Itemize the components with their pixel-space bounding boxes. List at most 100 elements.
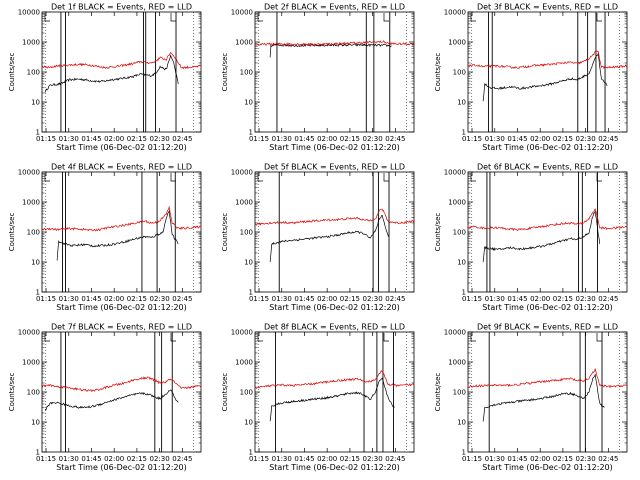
y-tick-label: 1 [36,129,40,137]
x-tick-label: 02:45 [385,455,405,463]
x-tick-label: 02:00 [530,295,550,303]
y-tick-label: 100 [453,69,466,77]
y-tick-label: 100 [27,69,40,77]
chart-title: Det 6f BLACK = Events, RED = LLD [477,163,618,172]
corner-bracket [44,13,50,22]
x-tick-label: 01:30 [272,135,292,143]
x-tick-label: 02:00 [530,455,550,463]
corner-bracket [44,333,50,342]
x-tick-label: 02:15 [340,135,360,143]
x-tick-label: 02:15 [340,295,360,303]
x-tick-label: 02:15 [127,295,147,303]
series-line-lld [41,376,202,393]
y-tick-label: 10000 [18,169,40,177]
x-tick-label: 01:45 [294,135,314,143]
series-line-events [482,52,608,102]
y-tick-label: 1 [462,449,466,457]
y-axis-label: Counts/sec [8,53,16,92]
y-axis-label: Counts/sec [8,213,16,252]
x-tick-label: 01:15 [249,295,269,303]
y-axis-label: Counts/sec [434,53,442,92]
y-tick-label: 1000 [235,199,253,207]
y-tick-label: 10 [31,259,40,267]
series-line-lld [467,208,628,232]
x-axis-label: Start Time (06-Dec-02 01:12:20) [482,463,613,472]
corner-bracket [596,13,602,22]
x-tick-label: 02:30 [150,295,170,303]
x-tick-label: 01:30 [272,295,292,303]
y-axis-label: Counts/sec [434,213,442,252]
series-line-lld [41,51,202,70]
y-tick-label: 100 [27,389,40,397]
y-tick-label: 1000 [22,199,40,207]
x-tick-label: 01:45 [81,455,101,463]
corner-bracket [170,13,176,22]
corner-bracket [383,333,389,342]
y-tick-label: 10000 [444,9,466,17]
y-tick-label: 100 [240,69,253,77]
x-tick-label: 02:15 [127,135,147,143]
x-tick-label: 01:15 [36,295,56,303]
y-tick-label: 10 [457,419,466,427]
y-axis-label: Counts/sec [221,53,229,92]
chart-title: Det 9f BLACK = Events, RED = LLD [477,323,618,332]
chart-title: Det 1f BLACK = Events, RED = LLD [51,3,192,12]
x-tick-label: 02:15 [553,455,573,463]
y-tick-label: 100 [453,229,466,237]
x-tick-label: 02:15 [340,455,360,463]
x-tick-label: 01:45 [294,455,314,463]
x-tick-label: 01:30 [485,455,505,463]
series-line-events [269,43,392,58]
plot-frame [254,331,415,453]
y-tick-label: 10000 [444,169,466,177]
chart-title: Det 3f BLACK = Events, RED = LLD [477,3,618,12]
y-tick-label: 10 [31,419,40,427]
x-tick-label: 02:15 [553,295,573,303]
x-tick-label: 01:15 [249,135,269,143]
x-tick-label: 02:45 [598,455,618,463]
plot-frame [467,171,628,293]
y-tick-label: 10000 [231,329,253,337]
corner-bracket [596,173,602,182]
x-tick-label: 02:45 [598,295,618,303]
x-tick-label: 02:45 [385,135,405,143]
x-tick-label: 02:30 [576,295,596,303]
y-tick-label: 1 [249,449,253,457]
corner-bracket [596,333,602,342]
x-tick-label: 01:15 [462,295,482,303]
corner-bracket [470,173,476,182]
x-tick-label: 01:45 [81,295,101,303]
series-line-lld [467,367,628,389]
corner-bracket [383,13,389,22]
y-tick-label: 100 [240,229,253,237]
x-axis-label: Start Time (06-Dec-02 01:12:20) [269,303,400,312]
y-tick-label: 10 [244,99,253,107]
x-tick-label: 02:15 [553,135,573,143]
x-tick-label: 02:45 [172,135,192,143]
series-line-lld [254,40,415,46]
y-tick-label: 10 [31,99,40,107]
x-tick-label: 01:45 [507,295,527,303]
corner-bracket [470,333,476,342]
y-tick-label: 1000 [448,199,466,207]
series-line-events [482,210,601,263]
plot-frame [467,331,628,453]
corner-bracket [470,13,476,22]
y-axis-label: Counts/sec [8,373,16,412]
y-tick-label: 1000 [235,39,253,47]
x-tick-label: 01:30 [59,455,79,463]
series-line-events [269,214,389,263]
series-line-events [44,389,179,411]
chart-title: Det 5f BLACK = Events, RED = LLD [264,163,405,172]
x-axis-label: Start Time (06-Dec-02 01:12:20) [56,303,187,312]
y-tick-label: 1 [462,289,466,297]
series-line-lld [254,208,415,226]
x-axis-label: Start Time (06-Dec-02 01:12:20) [269,463,400,472]
